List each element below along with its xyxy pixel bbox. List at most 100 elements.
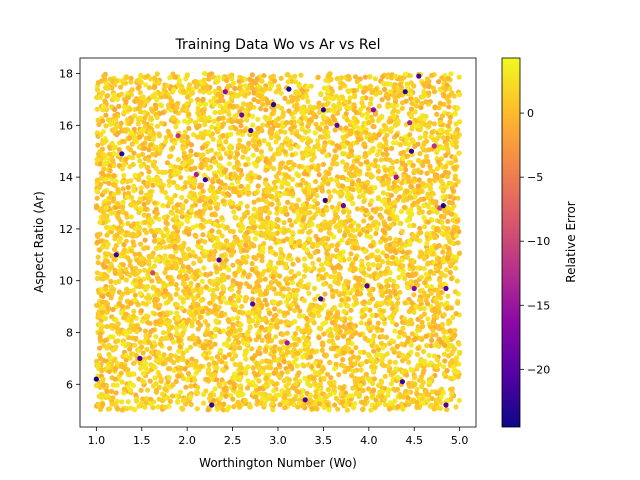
scatter-point: [303, 129, 309, 135]
scatter-point: [182, 366, 188, 372]
scatter-point: [146, 169, 152, 175]
scatter-point: [316, 325, 322, 331]
scatter-point: [139, 318, 146, 324]
scatter-point: [172, 192, 178, 199]
scatter-point: [200, 152, 206, 158]
scatter-point: [278, 339, 284, 345]
scatter-point: [369, 198, 375, 204]
scatter-point: [422, 122, 428, 128]
scatter-point: [235, 118, 241, 124]
scatter-point: [395, 300, 401, 306]
scatter-point: [378, 340, 385, 346]
scatter-point: [151, 233, 158, 239]
scatter-point: [192, 120, 198, 126]
scatter-point: [173, 378, 179, 384]
scatter-point: [287, 138, 293, 144]
scatter-point: [308, 317, 315, 323]
scatter-point: [416, 169, 422, 175]
scatter-point: [241, 233, 247, 239]
scatter-point: [108, 278, 114, 285]
scatter-point: [380, 190, 386, 196]
scatter-point: [351, 102, 357, 108]
scatter-point: [387, 216, 393, 222]
scatter-point: [317, 359, 323, 365]
scatter-point: [321, 85, 328, 91]
scatter-point: [251, 104, 257, 110]
scatter-point: [208, 183, 214, 190]
scatter-point: [111, 145, 117, 151]
scatter-point: [295, 257, 301, 263]
scatter-point: [340, 385, 346, 391]
scatter-point: [155, 350, 162, 356]
scatter-point: [357, 391, 363, 397]
scatter-point: [385, 104, 391, 110]
scatter-point: [390, 254, 396, 260]
scatter-point: [279, 370, 285, 376]
scatter-point: [420, 370, 426, 376]
scatter-point: [252, 236, 258, 242]
scatter-point: [255, 92, 261, 98]
scatter-point: [291, 359, 297, 365]
scatter-point: [129, 202, 135, 208]
scatter-point: [257, 345, 263, 351]
scatter-point: [159, 398, 165, 404]
scatter-point: [185, 294, 191, 301]
scatter-point: [105, 291, 111, 297]
scatter-point: [210, 136, 216, 142]
scatter-point: [294, 304, 300, 310]
scatter-point: [140, 396, 146, 402]
scatter-point: [248, 217, 254, 223]
scatter-point: [406, 178, 412, 184]
scatter-point: [425, 159, 431, 165]
scatter-point: [228, 287, 235, 293]
scatter-point: [312, 296, 318, 302]
scatter-point: [174, 208, 181, 214]
scatter-point: [299, 328, 305, 334]
scatter-point: [128, 214, 134, 220]
scatter-point: [113, 390, 119, 396]
scatter-point: [329, 288, 335, 294]
scatter-point: [204, 85, 210, 91]
scatter-point: [207, 300, 213, 306]
scatter-point: [425, 392, 431, 398]
scatter-point: [235, 238, 241, 244]
scatter-point: [453, 404, 459, 410]
scatter-point: [123, 406, 130, 412]
scatter-point: [325, 387, 331, 393]
scatter-point: [377, 239, 384, 245]
scatter-point: [262, 297, 268, 303]
scatter-point: [319, 347, 325, 353]
scatter-point: [200, 188, 206, 194]
scatter-point: [212, 341, 218, 347]
scatter-point: [212, 372, 218, 378]
scatter-point: [136, 347, 142, 353]
scatter-point: [123, 211, 129, 217]
scatter-point: [100, 310, 106, 316]
scatter-point: [291, 396, 297, 402]
scatter-point: [355, 177, 362, 184]
scatter-point: [175, 156, 181, 163]
scatter-point: [360, 89, 367, 95]
scatter-point: [431, 137, 437, 143]
scatter-point: [350, 240, 356, 246]
scatter-point: [388, 145, 395, 152]
scatter-point: [181, 150, 187, 156]
scatter-point: [192, 377, 198, 383]
scatter-point: [313, 178, 319, 185]
scatter-point: [120, 250, 126, 257]
scatter-point: [226, 161, 232, 167]
scatter-point: [235, 315, 241, 321]
scatter-point: [450, 314, 456, 321]
scatter-point: [165, 299, 171, 305]
scatter-point: [311, 265, 317, 271]
scatter-point: [142, 237, 148, 243]
scatter-point: [424, 153, 430, 160]
scatter-point: [384, 81, 390, 87]
scatter-point: [116, 147, 122, 153]
scatter-point: [195, 390, 201, 396]
scatter-point: [316, 172, 322, 178]
scatter-point: [412, 109, 418, 115]
scatter-point: [310, 215, 316, 221]
scatter-point: [94, 195, 100, 201]
scatter-point: [315, 208, 321, 214]
